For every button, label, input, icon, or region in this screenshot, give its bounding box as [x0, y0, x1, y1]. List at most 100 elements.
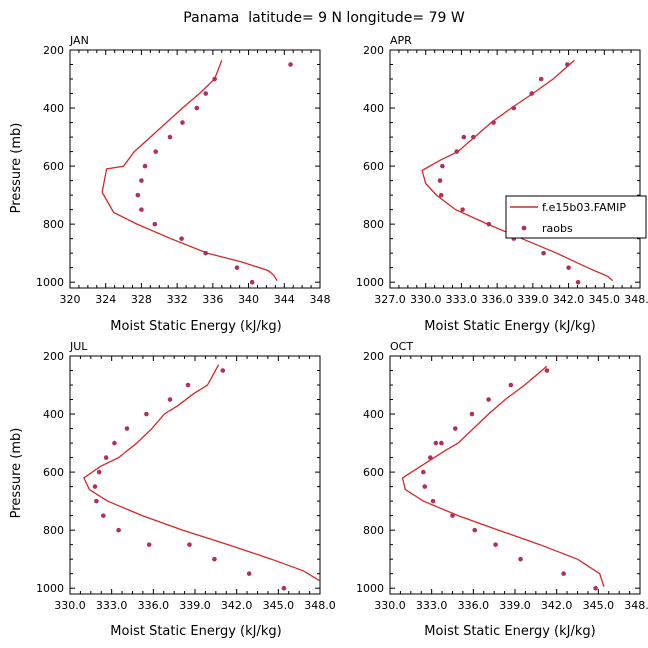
obs-point-apr — [575, 279, 581, 285]
obs-point-jan — [194, 105, 200, 111]
obs-point-apr — [461, 134, 467, 140]
obs-point-oct — [508, 382, 514, 388]
y-tick-label-oct: 200 — [363, 350, 384, 363]
obs-point-jan — [167, 134, 173, 140]
x-axis-label-jul: Moist Static Energy (kJ/kg) — [110, 624, 281, 639]
x-tick-label-jan: 348 — [310, 293, 331, 306]
obs-point-apr — [566, 265, 571, 270]
obs-point-jul — [146, 542, 152, 547]
obs-point-jul — [92, 484, 98, 489]
obs-point-apr — [538, 76, 544, 82]
x-tick-label-apr: 333.0 — [446, 293, 478, 306]
obs-point-apr — [541, 250, 546, 256]
panel-title-apr: APR — [390, 34, 412, 47]
obs-point-jul — [94, 498, 99, 504]
model-line-oct — [401, 365, 605, 587]
legend-model-label: f.e15b03.FAMIP — [542, 201, 626, 214]
legend-box — [505, 195, 647, 239]
obs-point-jul — [220, 368, 226, 373]
y-tick-label-oct: 400 — [363, 408, 384, 421]
x-axis-label-oct: Moist Static Energy (kJ/kg) — [424, 624, 595, 639]
obs-point-jan — [203, 250, 209, 256]
obs-point-apr — [529, 91, 534, 96]
obs-point-oct — [486, 397, 491, 402]
obs-point-oct — [493, 542, 498, 547]
panel-title-jul: JUL — [69, 340, 88, 353]
obs-point-apr — [460, 207, 465, 212]
obs-point-jul — [101, 513, 106, 518]
obs-point-oct — [430, 498, 436, 504]
x-tick-label-oct: 348.0 — [624, 599, 648, 612]
x-tick-label-jan: 336 — [202, 293, 223, 306]
obs-point-oct — [433, 440, 439, 446]
y-tick-label-jul: 1000 — [36, 582, 64, 595]
obs-point-jan — [135, 192, 141, 198]
figure-title: Panama latitude= 9 N longitude= 79 W — [183, 10, 465, 26]
model-line-jul — [83, 364, 321, 582]
plot-frame-apr — [389, 49, 641, 289]
plot-area-jan: 320 324 328 332 336 340 344 348 200 400 600 800 1000 — [36, 44, 331, 306]
obs-point-apr — [454, 149, 459, 154]
x-tick-label-jul: 336.0 — [138, 599, 170, 612]
obs-point-jan — [152, 221, 158, 227]
obs-point-jan — [139, 178, 144, 183]
x-tick-label-jan: 332 — [167, 293, 188, 306]
obs-point-jul — [116, 527, 121, 533]
obs-point-apr — [491, 120, 496, 125]
y-tick-label-jan: 400 — [43, 102, 64, 115]
panel-jul: JUL 330.0 333.0 336.0 339.0 342.0 345.0 348.0 2… — [9, 340, 336, 639]
obs-point-jul — [124, 426, 130, 431]
plot-area-jul: 330.0 333.0 336.0 339.0 342.0 345.0 348.0 200 40… — [36, 350, 336, 612]
obs-point-jan — [203, 91, 209, 96]
y-tick-label-oct: 1000 — [356, 582, 384, 595]
plot-area-oct: 330.0 333.0 336.0 339.0 342.0 345.0 348.0 200 40… — [356, 350, 648, 612]
obs-point-oct — [439, 440, 444, 446]
obs-point-apr — [437, 178, 443, 183]
obs-point-jul — [246, 571, 252, 576]
obs-point-jul — [144, 411, 149, 417]
obs-point-oct — [544, 368, 550, 373]
plot-frame-jul — [69, 355, 321, 595]
x-tick-label-jan: 328 — [131, 293, 152, 306]
obs-point-apr — [440, 163, 445, 169]
x-tick-label-apr: 339.0 — [517, 293, 549, 306]
y-axis-label-jan: Pressure (mb) — [9, 123, 24, 214]
y-tick-label-apr: 1000 — [356, 276, 384, 289]
x-tick-label-oct: 339.0 — [499, 599, 531, 612]
obs-point-apr — [486, 221, 492, 227]
obs-point-oct — [472, 527, 478, 533]
panel-title-jan: JAN — [69, 34, 89, 47]
x-tick-label-apr: 327.0 — [374, 293, 406, 306]
obs-point-oct — [469, 411, 475, 417]
y-tick-label-jan: 600 — [43, 160, 64, 173]
x-tick-label-jan: 344 — [274, 293, 295, 306]
obs-point-apr — [471, 134, 476, 140]
x-tick-label-oct: 333.0 — [416, 599, 448, 612]
obs-point-apr — [565, 62, 570, 67]
obs-point-apr — [511, 105, 517, 111]
panel-jan: JAN 320 324 328 332 336 340 344 348 200 400 600 800… — [9, 34, 331, 334]
obs-point-jan — [179, 236, 184, 241]
y-tick-label-apr: 400 — [363, 102, 384, 115]
panel-title-oct: OCT — [390, 340, 413, 353]
y-tick-label-jul: 600 — [43, 466, 64, 479]
x-tick-label-oct: 336.0 — [458, 599, 490, 612]
x-tick-label-jul: 345.0 — [263, 599, 295, 612]
panel-apr: APR 327.0 330.0 333.0 336.0 339.0 342.0 345.0 3… — [356, 34, 648, 334]
obs-point-jul — [96, 469, 102, 475]
obs-point-jan — [212, 76, 217, 82]
y-tick-label-jul: 400 — [43, 408, 64, 421]
x-tick-label-oct: 342.0 — [541, 599, 573, 612]
x-tick-label-oct: 345.0 — [583, 599, 615, 612]
legend-obs-swatch — [521, 225, 527, 231]
obs-point-jan — [142, 163, 148, 169]
obs-point-jan — [153, 149, 159, 154]
y-tick-label-jan: 200 — [43, 44, 64, 57]
x-tick-label-apr: 342.0 — [553, 293, 585, 306]
obs-point-oct — [450, 513, 455, 518]
x-axis-label-jan: Moist Static Energy (kJ/kg) — [110, 319, 281, 334]
x-tick-label-apr: 330.0 — [410, 293, 442, 306]
legend-obs-label: raobs — [542, 222, 573, 235]
